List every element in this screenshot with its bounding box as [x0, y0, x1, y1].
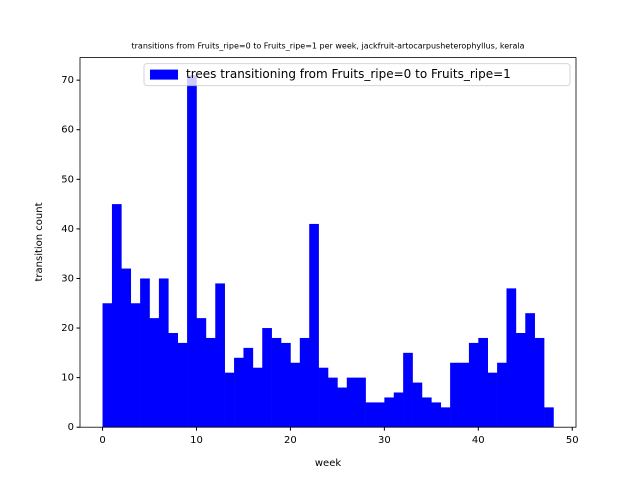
bar [262, 328, 272, 428]
bar [421, 397, 432, 428]
y-tick-label: 10 [61, 373, 74, 384]
y-tick-label: 40 [61, 224, 74, 235]
legend-box [143, 63, 571, 87]
x-tick-label: 0 [99, 435, 105, 446]
bar [497, 362, 507, 428]
bar [187, 75, 197, 428]
bar [158, 278, 169, 428]
bar [168, 333, 178, 428]
bar [290, 362, 301, 428]
bar [356, 377, 366, 428]
bar [299, 337, 310, 428]
bar [487, 372, 498, 428]
bar [196, 318, 207, 428]
bar [534, 337, 545, 428]
bar [328, 377, 338, 428]
plot-frame [79, 57, 577, 428]
bar [177, 342, 188, 428]
bar [149, 318, 160, 428]
bar [346, 377, 357, 428]
bar [281, 342, 291, 428]
y-tick-label: 50 [61, 174, 74, 185]
x-axis-label: week [315, 458, 341, 469]
bar [243, 347, 254, 428]
y-tick-label: 70 [61, 75, 74, 86]
bar [318, 367, 329, 428]
y-tick-label: 0 [68, 422, 74, 433]
bar [140, 278, 150, 428]
y-tick-label: 20 [61, 323, 74, 334]
bar [506, 288, 517, 428]
bar [337, 387, 348, 428]
chart-title: transitions from Fruits_ripe=0 to Fruits… [131, 42, 524, 51]
bar [252, 367, 263, 428]
legend-swatch [150, 69, 178, 80]
bar [403, 352, 413, 428]
y-tick-label: 60 [61, 125, 74, 136]
bar [393, 392, 404, 428]
bar [450, 362, 460, 428]
y-tick-label: 30 [61, 273, 74, 284]
bar [412, 382, 423, 428]
bar [205, 337, 216, 428]
bar [111, 204, 122, 428]
bar [468, 342, 479, 428]
bar [102, 303, 113, 428]
x-tick-label: 10 [190, 435, 203, 446]
bar [374, 402, 385, 428]
legend-label: trees transitioning from Fruits_ripe=0 t… [186, 67, 511, 81]
x-tick-label: 30 [378, 435, 391, 446]
bar [544, 407, 554, 428]
bar [440, 407, 451, 428]
bar [224, 372, 235, 428]
x-tick-label: 40 [472, 435, 485, 446]
bar [121, 268, 132, 428]
bar [515, 333, 526, 428]
bar [215, 283, 225, 428]
bar [309, 223, 319, 428]
bar [431, 402, 442, 428]
bar [234, 357, 244, 428]
x-tick-label: 50 [566, 435, 579, 446]
bar [384, 397, 395, 428]
bar [478, 337, 488, 428]
x-tick-label: 20 [284, 435, 297, 446]
y-axis-label: transition count [34, 202, 45, 281]
bar [271, 337, 282, 428]
bar [130, 303, 141, 428]
bar [365, 402, 376, 428]
bar [459, 362, 470, 428]
bar [525, 313, 535, 428]
